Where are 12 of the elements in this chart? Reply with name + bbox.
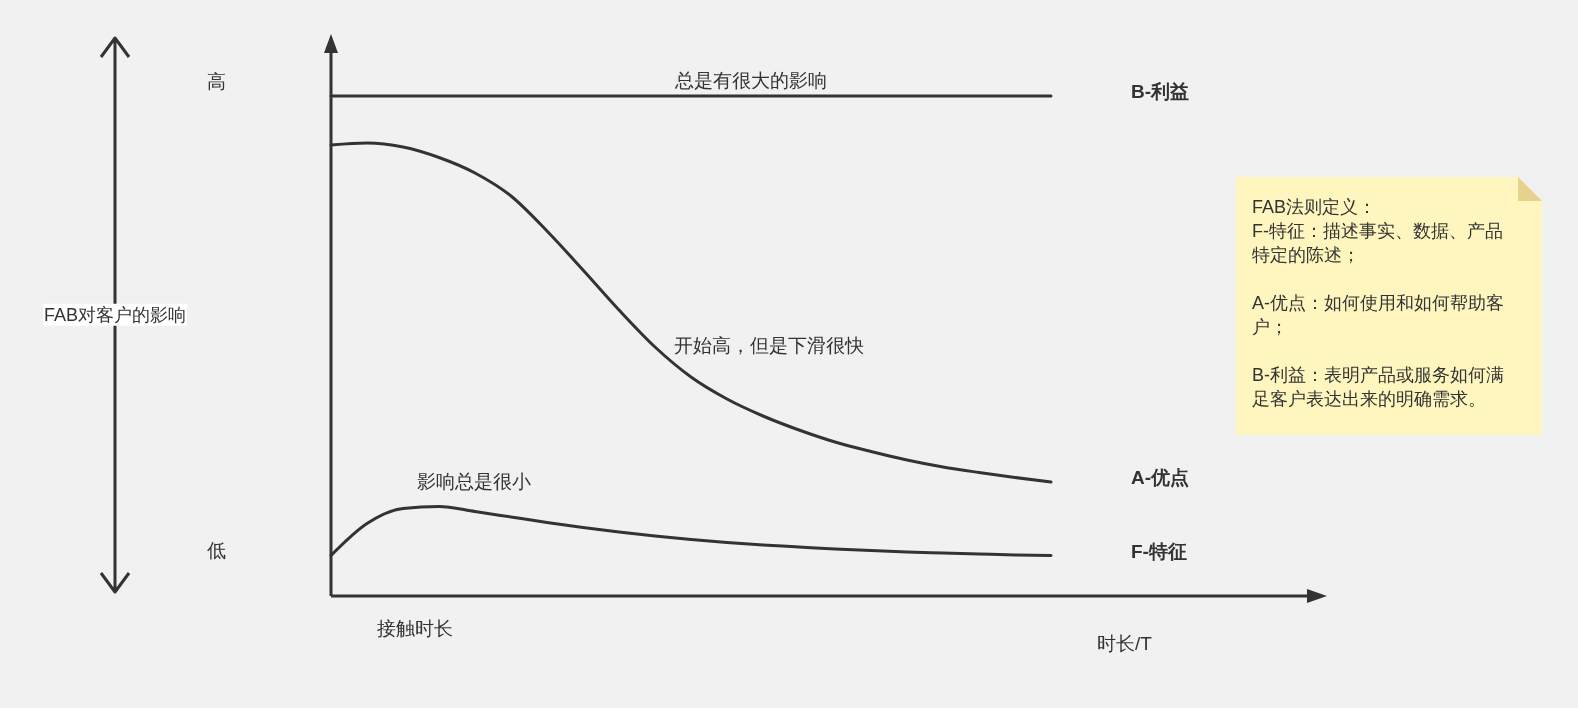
text: A-优点 [1131, 467, 1190, 489]
text: 总是有很大的影响 [674, 70, 827, 92]
annotation: 开始高，但是下滑很快 [674, 335, 864, 357]
text: 低 [206, 540, 226, 562]
text: F-特征 [1131, 540, 1187, 562]
text: 接触时长 [377, 618, 453, 640]
text: B-利益 [1131, 81, 1190, 103]
text: FAB对客户的影响 [43, 304, 187, 325]
annotation: 影响总是很小 [417, 471, 531, 493]
x-axis-title: 时长/T [1097, 633, 1153, 655]
text: 高 [206, 71, 226, 93]
text: FAB法则定义： F-特征：描述事实、数据、产品特定的陈述； A-优点：如何使用和如何帮助客户； B-利益：表明产品或服务如何满足客户表达出来的明确需求。 [1252, 196, 1504, 409]
